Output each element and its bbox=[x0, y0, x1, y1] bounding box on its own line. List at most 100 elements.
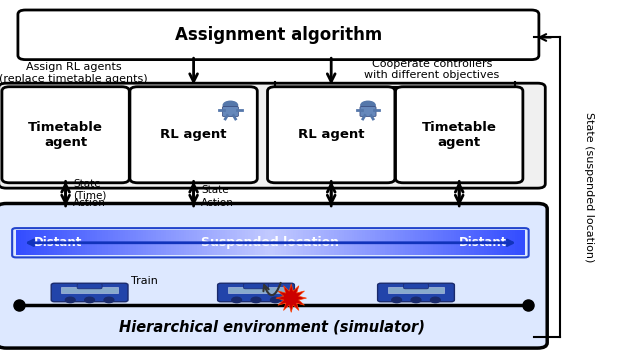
Bar bbox=[225, 230, 228, 255]
Bar bbox=[273, 230, 276, 255]
Bar bbox=[459, 230, 462, 255]
Bar bbox=[209, 230, 212, 255]
Bar bbox=[250, 230, 253, 255]
Bar bbox=[474, 230, 477, 255]
Bar bbox=[303, 230, 307, 255]
Bar bbox=[509, 230, 513, 255]
Bar bbox=[360, 230, 363, 255]
Bar bbox=[227, 230, 230, 255]
Bar bbox=[220, 230, 223, 255]
Bar bbox=[433, 230, 436, 255]
Bar bbox=[95, 230, 98, 255]
Bar bbox=[74, 230, 77, 255]
Bar bbox=[100, 230, 103, 255]
Bar bbox=[362, 230, 365, 255]
Bar bbox=[212, 230, 215, 255]
FancyBboxPatch shape bbox=[130, 87, 257, 183]
Text: Assignment algorithm: Assignment algorithm bbox=[175, 26, 382, 44]
Bar bbox=[79, 230, 83, 255]
Bar bbox=[316, 230, 319, 255]
Bar bbox=[385, 230, 388, 255]
Bar bbox=[159, 230, 162, 255]
Bar bbox=[288, 230, 291, 255]
Bar bbox=[372, 230, 375, 255]
Bar bbox=[39, 230, 42, 255]
Bar bbox=[110, 230, 113, 255]
Bar bbox=[31, 230, 35, 255]
Bar bbox=[118, 230, 121, 255]
Bar bbox=[72, 230, 75, 255]
Text: Action: Action bbox=[201, 198, 234, 208]
Text: State (suspended location): State (suspended location) bbox=[584, 112, 594, 263]
Text: State: State bbox=[201, 185, 229, 195]
Bar bbox=[202, 230, 205, 255]
Bar bbox=[504, 230, 508, 255]
Bar bbox=[365, 230, 368, 255]
Bar bbox=[428, 230, 431, 255]
Bar bbox=[486, 230, 490, 255]
Bar bbox=[102, 230, 106, 255]
Bar bbox=[291, 230, 294, 255]
Bar bbox=[515, 230, 518, 255]
Bar bbox=[54, 230, 58, 255]
Bar bbox=[293, 230, 296, 255]
Bar bbox=[151, 230, 154, 255]
Bar bbox=[283, 230, 286, 255]
Bar bbox=[367, 230, 371, 255]
Bar bbox=[390, 230, 393, 255]
Bar bbox=[69, 230, 72, 255]
Bar bbox=[441, 230, 444, 255]
Bar bbox=[128, 230, 131, 255]
Circle shape bbox=[232, 297, 241, 303]
Bar bbox=[319, 230, 322, 255]
Text: Cooperate controllers
with different objectives: Cooperate controllers with different obj… bbox=[364, 59, 500, 80]
Bar bbox=[408, 230, 411, 255]
Bar bbox=[115, 230, 118, 255]
Bar bbox=[334, 230, 337, 255]
Bar bbox=[314, 230, 317, 255]
Bar bbox=[82, 230, 85, 255]
Bar bbox=[125, 230, 129, 255]
Bar bbox=[494, 230, 497, 255]
Bar bbox=[266, 230, 269, 255]
Bar bbox=[92, 230, 95, 255]
FancyBboxPatch shape bbox=[396, 87, 523, 183]
Bar bbox=[431, 230, 434, 255]
Bar bbox=[395, 230, 398, 255]
Bar bbox=[337, 230, 340, 255]
Bar bbox=[161, 230, 164, 255]
Bar bbox=[232, 230, 236, 255]
Bar bbox=[61, 287, 118, 293]
Bar bbox=[166, 230, 169, 255]
Bar bbox=[179, 230, 182, 255]
Bar bbox=[171, 230, 174, 255]
FancyBboxPatch shape bbox=[2, 87, 129, 183]
Bar bbox=[120, 230, 124, 255]
Bar bbox=[143, 230, 147, 255]
Bar bbox=[57, 230, 60, 255]
FancyBboxPatch shape bbox=[378, 283, 454, 302]
Bar bbox=[308, 230, 312, 255]
Bar bbox=[489, 230, 492, 255]
Bar bbox=[34, 230, 37, 255]
Bar bbox=[339, 230, 342, 255]
Bar bbox=[454, 230, 457, 255]
FancyBboxPatch shape bbox=[77, 284, 102, 289]
Circle shape bbox=[411, 297, 421, 303]
Bar bbox=[306, 230, 309, 255]
Bar bbox=[275, 230, 278, 255]
Circle shape bbox=[271, 297, 280, 303]
Bar bbox=[280, 230, 284, 255]
Bar bbox=[19, 230, 22, 255]
Bar bbox=[347, 230, 350, 255]
Bar bbox=[230, 230, 233, 255]
Bar bbox=[413, 230, 416, 255]
Bar bbox=[105, 230, 108, 255]
Bar bbox=[326, 230, 330, 255]
Bar bbox=[42, 230, 45, 255]
Bar bbox=[97, 230, 100, 255]
Bar bbox=[507, 230, 510, 255]
Bar bbox=[352, 230, 355, 255]
Bar bbox=[461, 230, 465, 255]
Bar bbox=[24, 230, 27, 255]
